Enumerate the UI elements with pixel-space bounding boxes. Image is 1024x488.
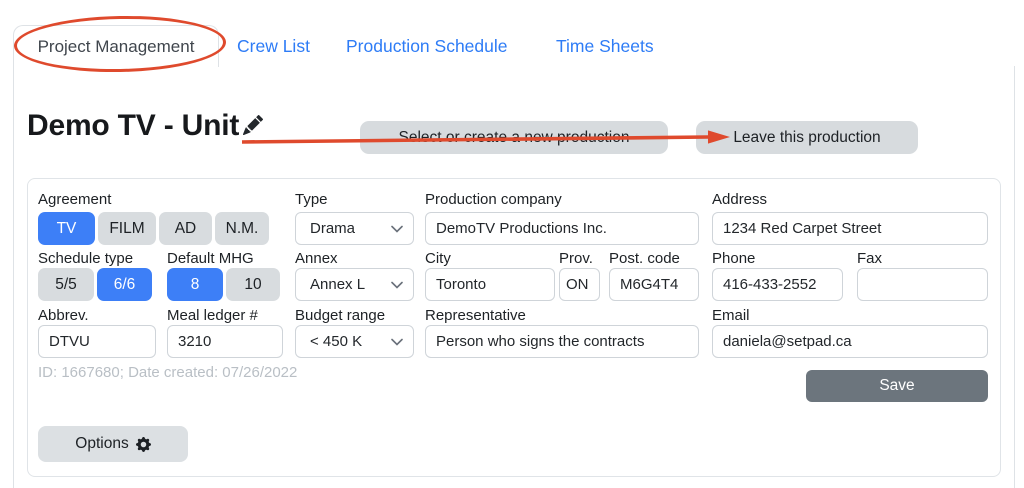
annex-select[interactable]: Annex L <box>295 268 414 301</box>
meal-ledger-input[interactable] <box>167 325 283 358</box>
annex-select-value: Annex L <box>310 276 366 293</box>
fax-input[interactable] <box>857 268 988 301</box>
gear-icon <box>135 436 151 452</box>
chevron-down-icon <box>391 281 403 289</box>
phone-input[interactable] <box>712 268 843 301</box>
annex-label: Annex <box>295 250 338 267</box>
schedule-type-option-55[interactable]: 5/5 <box>38 268 94 301</box>
post-code-input[interactable] <box>609 268 699 301</box>
production-company-label: Production company <box>425 191 562 208</box>
prov-label: Prov. <box>559 250 593 267</box>
agreement-option-film[interactable]: FILM <box>98 212 156 245</box>
schedule-type-label: Schedule type <box>38 250 134 267</box>
post-code-label: Post. code <box>609 250 680 267</box>
budget-range-select-value: < 450 K <box>310 333 363 350</box>
tab-crew-list-label: Crew List <box>237 35 310 56</box>
options-button[interactable]: Options <box>38 426 188 462</box>
select-production-button-label: Select or create a new production <box>398 128 630 146</box>
save-button[interactable]: Save <box>806 370 988 402</box>
tab-production-schedule[interactable]: Production Schedule <box>346 34 508 58</box>
type-label: Type <box>295 191 328 208</box>
tab-project-management[interactable]: Project Management <box>13 25 219 67</box>
type-select[interactable]: Drama <box>295 212 414 245</box>
tab-time-sheets-label: Time Sheets <box>556 35 654 56</box>
meal-ledger-label: Meal ledger # <box>167 307 258 324</box>
type-select-value: Drama <box>310 220 356 237</box>
prov-input[interactable] <box>559 268 600 301</box>
budget-range-select[interactable]: < 450 K <box>295 325 414 358</box>
edit-pencil-icon[interactable] <box>243 114 264 140</box>
tab-project-management-label: Project Management <box>37 36 195 56</box>
leave-production-button[interactable]: Leave this production <box>696 121 918 154</box>
budget-range-label: Budget range <box>295 307 386 324</box>
phone-label: Phone <box>712 250 756 267</box>
fax-label: Fax <box>857 250 883 267</box>
tab-production-schedule-label: Production Schedule <box>346 35 508 56</box>
tab-time-sheets[interactable]: Time Sheets <box>556 34 654 58</box>
production-company-input[interactable] <box>425 212 699 245</box>
agreement-option-tv[interactable]: TV <box>38 212 95 245</box>
address-label: Address <box>712 191 768 208</box>
chevron-down-icon <box>391 225 403 233</box>
representative-label: Representative <box>425 307 526 324</box>
chevron-down-icon <box>391 338 403 346</box>
select-production-button[interactable]: Select or create a new production <box>360 121 668 154</box>
record-meta-text: ID: 1667680; Date created: 07/26/2022 <box>38 364 298 381</box>
email-input[interactable] <box>712 325 988 358</box>
default-mhg-option-10[interactable]: 10 <box>226 268 280 301</box>
address-input[interactable] <box>712 212 988 245</box>
production-name: Demo TV - Unit <box>27 109 240 142</box>
email-label: Email <box>712 307 750 324</box>
city-label: City <box>425 250 451 267</box>
production-name-row: Demo TV - Unit <box>27 109 264 143</box>
city-input[interactable] <box>425 268 555 301</box>
tab-crew-list[interactable]: Crew List <box>237 34 310 58</box>
default-mhg-label: Default MHG <box>167 250 254 267</box>
abbrev-label: Abbrev. <box>38 307 89 324</box>
agreement-label: Agreement <box>38 191 112 208</box>
abbrev-input[interactable] <box>38 325 156 358</box>
leave-production-button-label: Leave this production <box>733 128 881 146</box>
schedule-type-option-66[interactable]: 6/6 <box>97 268 152 301</box>
agreement-option-nm[interactable]: N.M. <box>215 212 269 245</box>
agreement-option-ad[interactable]: AD <box>159 212 212 245</box>
representative-input[interactable] <box>425 325 699 358</box>
default-mhg-option-8[interactable]: 8 <box>167 268 223 301</box>
options-button-label: Options <box>75 435 129 452</box>
